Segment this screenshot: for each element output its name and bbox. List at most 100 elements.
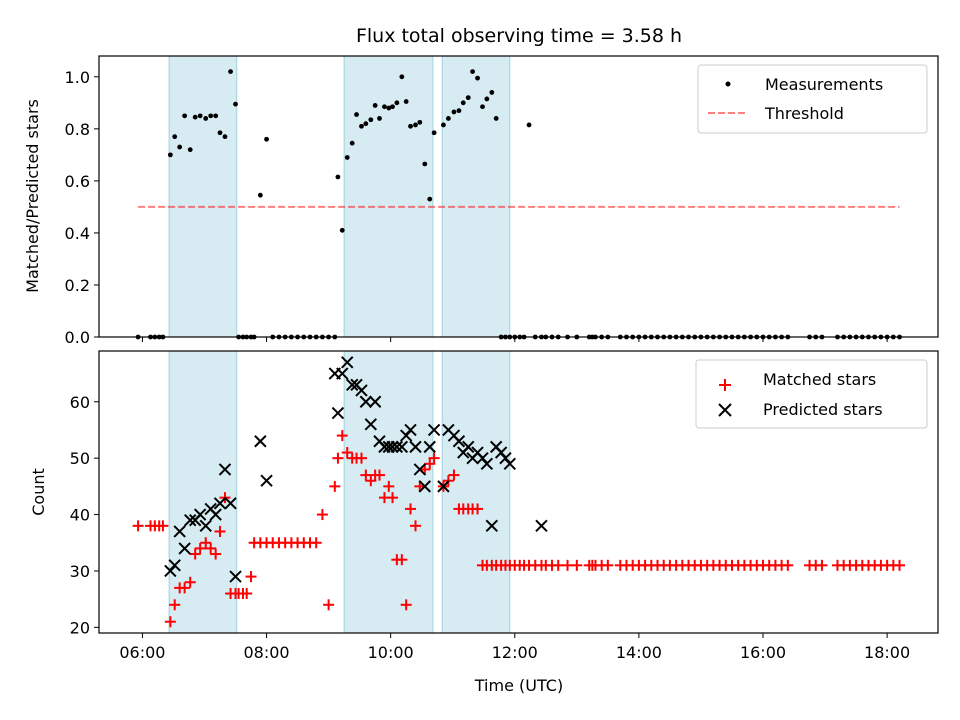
measurement-point [489, 90, 495, 95]
matched-star-point [602, 559, 614, 571]
observing-window-3 [441, 350, 511, 634]
matched-star-point [424, 458, 436, 470]
matched-star-point [341, 447, 353, 459]
predicted-star-point [331, 406, 345, 420]
measurement-point [344, 155, 350, 160]
matched-star-point [355, 452, 367, 464]
x-tick-label: 06:00 [119, 643, 165, 662]
predicted-star-point [184, 513, 197, 527]
predicted-star-point [423, 440, 436, 454]
matched-star-point [562, 559, 574, 571]
measurement-point [493, 116, 499, 121]
ratio-panel-frame [98, 55, 939, 338]
predicted-star-point [485, 519, 499, 533]
predicted-star-point [462, 440, 475, 454]
predicted-star-point [409, 440, 422, 454]
predicted-star-point [368, 395, 382, 408]
measurement-point [526, 122, 532, 128]
x-tick-label: 14:00 [616, 643, 662, 662]
measurement-point [339, 227, 345, 233]
matched-star-point [164, 616, 176, 628]
measurement-point [359, 123, 364, 129]
matched-star-point [405, 503, 417, 515]
matched-star-point [400, 599, 412, 611]
predicted-star-point [452, 435, 466, 448]
matched-star-point [552, 559, 564, 571]
measurement-point [451, 109, 457, 115]
measurement-point [431, 130, 437, 136]
predicted-star-point [260, 474, 273, 487]
measurement-point [417, 119, 423, 125]
measurement-point [372, 103, 378, 108]
predicted-stars-series [164, 356, 548, 583]
matched-star-point [214, 525, 226, 537]
measurement-point [382, 104, 387, 110]
predicted-star-point [404, 423, 417, 437]
measurement-point [480, 104, 485, 110]
measurement-point [167, 152, 173, 158]
matched-star-point [184, 576, 196, 588]
predicted-star-point [427, 423, 441, 437]
measurement-point [233, 101, 238, 107]
measurement-point [368, 117, 374, 123]
measurement-point [470, 69, 475, 75]
ratio-legend: Measurements Threshold [697, 64, 928, 134]
measurement-point [403, 99, 409, 104]
count-x-axis: 06:00 08:00 10:00 12:00 14:00 16:00 18:00 [119, 633, 910, 662]
predicted-star-point [413, 463, 427, 476]
predicted-star-point [418, 480, 432, 493]
observing-window-2 [343, 55, 434, 338]
matched-star-point [323, 599, 335, 611]
predicted-star-point [173, 525, 186, 538]
ratio-y-axis: 0.0 0.2 0.4 0.6 0.8 1.0 [65, 68, 99, 347]
predicted-star-point [199, 519, 212, 533]
measurement-point [399, 74, 405, 80]
measurement-point [182, 113, 188, 119]
observing-window-1 [168, 55, 238, 338]
count-panel: 20 30 40 50 60 06:00 08:00 10:00 12:00 14:00 16:0… [29, 350, 939, 695]
x-tick-label: 12:00 [492, 643, 538, 662]
predicted-star-point [168, 559, 181, 572]
matched-star-point [894, 559, 906, 571]
measurement-point [484, 96, 490, 102]
measurement-point [456, 108, 462, 114]
predicted-star-point [535, 519, 548, 533]
predicted-star-point [355, 384, 368, 397]
matched-star-point [383, 480, 395, 492]
y-tick-label: 30 [70, 562, 90, 581]
matched-star-point [571, 559, 583, 571]
count-legend: Matched stars Predicted stars [695, 359, 928, 429]
predicted-star-point [386, 440, 399, 454]
y-tick-label: 20 [70, 618, 90, 637]
measurement-point [228, 69, 233, 75]
predicted-star-point [336, 367, 349, 380]
observing-window-2 [343, 350, 434, 634]
y-tick-label: 0.8 [65, 120, 90, 139]
predicted-stars-legend-marker [718, 403, 732, 417]
measurement-point [445, 116, 451, 121]
predicted-star-point [364, 418, 378, 431]
measurement-point [208, 113, 214, 119]
y-tick-label: 40 [70, 506, 90, 525]
measurements-legend-label: Measurements [765, 75, 883, 94]
matched-star-point [365, 475, 377, 487]
measurement-point [408, 123, 413, 129]
predicted-star-point [178, 542, 191, 555]
matched-star-point [428, 452, 440, 464]
matched-star-point [396, 554, 408, 566]
predicted-star-point [193, 508, 207, 521]
measurement-point [363, 121, 369, 127]
predicted-star-point [359, 395, 373, 408]
matched-star-point [360, 469, 372, 481]
matched-star-point [189, 548, 201, 560]
measurement-point [386, 105, 392, 111]
chart-title: Flux total observing time = 3.58 h [356, 25, 682, 47]
predicted-stars-legend-label: Predicted stars [763, 400, 883, 419]
ratio-x-ticks [141, 337, 888, 342]
count-legend-box [695, 359, 928, 429]
measurement-point [390, 104, 395, 110]
matched-star-point [816, 559, 828, 571]
matched-star-point [336, 430, 348, 442]
y-tick-label: 0.6 [65, 172, 90, 191]
matched-stars-legend-label: Matched stars [763, 370, 876, 389]
